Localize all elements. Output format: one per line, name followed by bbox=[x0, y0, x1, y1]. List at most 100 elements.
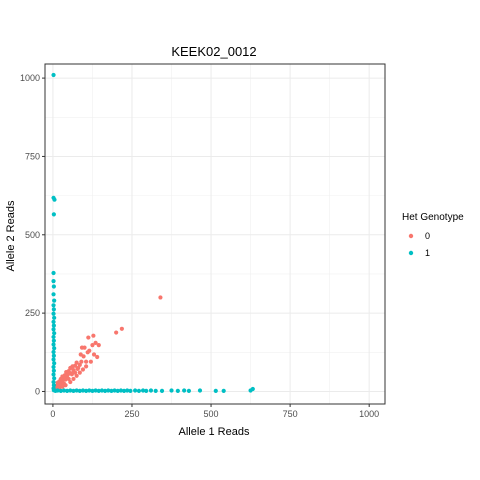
legend: Het Genotype 0 1 bbox=[402, 212, 464, 258]
data-point-genotype-1 bbox=[175, 388, 180, 393]
y-tick-label: 0 bbox=[35, 386, 40, 396]
data-point-genotype-0 bbox=[72, 370, 78, 375]
data-point-genotype-0 bbox=[71, 376, 76, 382]
data-point-genotype-1 bbox=[112, 388, 117, 393]
data-point-genotype-0 bbox=[79, 345, 85, 350]
data-point-genotype-1 bbox=[51, 368, 56, 373]
legend-key-1 bbox=[408, 250, 414, 256]
data-point-genotype-1 bbox=[136, 388, 142, 393]
data-point-genotype-1 bbox=[169, 388, 174, 393]
data-point-genotype-1 bbox=[51, 379, 56, 385]
data-point-genotype-0 bbox=[95, 354, 100, 360]
y-tick-label: 750 bbox=[25, 151, 40, 161]
data-point-genotype-0 bbox=[96, 342, 101, 348]
data-point-genotype-1 bbox=[102, 388, 108, 393]
legend-label-1: 1 bbox=[425, 248, 430, 258]
data-point-genotype-1 bbox=[52, 361, 57, 366]
data-point-genotype-1 bbox=[51, 212, 56, 217]
data-point-genotype-0 bbox=[93, 340, 98, 345]
data-point-genotype-1 bbox=[51, 334, 56, 340]
data-point-genotype-0 bbox=[76, 365, 81, 371]
data-point-genotype-0 bbox=[85, 350, 90, 355]
data-points bbox=[51, 72, 255, 393]
data-point-genotype-1 bbox=[52, 346, 57, 351]
data-point-genotype-1 bbox=[51, 383, 56, 388]
data-point-genotype-1 bbox=[153, 388, 158, 393]
data-point-genotype-0 bbox=[84, 359, 89, 364]
data-point-genotype-0 bbox=[84, 364, 89, 369]
data-point-genotype-1 bbox=[51, 279, 56, 284]
data-point-genotype-1 bbox=[51, 342, 56, 347]
data-point-genotype-1 bbox=[51, 364, 56, 370]
data-point-genotype-0 bbox=[63, 377, 68, 382]
data-point-genotype-1 bbox=[68, 388, 73, 393]
data-point-genotype-1 bbox=[51, 284, 56, 289]
data-point-genotype-1 bbox=[52, 331, 57, 336]
y-axis-title: Allele 2 Reads bbox=[5, 200, 17, 271]
data-point-genotype-0 bbox=[114, 330, 119, 335]
data-point-genotype-1 bbox=[51, 353, 56, 358]
data-point-genotype-0 bbox=[77, 362, 82, 367]
data-point-genotype-1 bbox=[121, 388, 127, 393]
data-point-genotype-1 bbox=[159, 388, 165, 393]
data-point-genotype-0 bbox=[91, 333, 96, 338]
data-point-genotype-1 bbox=[71, 388, 76, 393]
data-point-genotype-1 bbox=[221, 388, 226, 393]
data-point-genotype-1 bbox=[61, 388, 67, 393]
data-point-genotype-1 bbox=[93, 388, 98, 393]
data-point-genotype-1 bbox=[106, 388, 111, 393]
x-tick-label: 1000 bbox=[359, 409, 379, 419]
data-point-genotype-1 bbox=[51, 303, 56, 308]
data-point-genotype-0 bbox=[90, 342, 95, 348]
data-point-genotype-1 bbox=[90, 388, 95, 393]
data-point-genotype-1 bbox=[51, 327, 56, 332]
data-point-genotype-1 bbox=[80, 388, 86, 393]
data-point-genotype-1 bbox=[55, 388, 60, 393]
x-tick-label: 0 bbox=[50, 409, 55, 419]
data-point-genotype-1 bbox=[96, 388, 101, 393]
data-point-genotype-0 bbox=[74, 360, 79, 365]
data-point-genotype-1 bbox=[77, 388, 82, 393]
data-point-genotype-1 bbox=[182, 388, 187, 393]
data-point-genotype-1 bbox=[51, 270, 56, 276]
data-point-genotype-1 bbox=[52, 376, 57, 381]
data-point-genotype-0 bbox=[79, 359, 84, 364]
x-tick-label: 500 bbox=[204, 409, 219, 419]
data-point-genotype-1 bbox=[51, 72, 56, 78]
data-point-genotype-1 bbox=[144, 388, 149, 393]
data-point-genotype-1 bbox=[128, 388, 133, 393]
data-point-genotype-1 bbox=[51, 319, 56, 324]
data-point-genotype-1 bbox=[52, 197, 57, 202]
x-axis-title: Allele 1 Reads bbox=[179, 426, 250, 438]
chart-title: KEEK02_0012 bbox=[171, 44, 256, 59]
data-point-genotype-1 bbox=[52, 298, 57, 303]
data-point-genotype-1 bbox=[118, 388, 124, 393]
data-point-genotype-1 bbox=[84, 388, 89, 393]
gridlines bbox=[45, 64, 385, 404]
y-tick-label: 1000 bbox=[20, 73, 40, 83]
legend-key-0 bbox=[408, 233, 414, 239]
data-point-genotype-1 bbox=[148, 388, 154, 393]
data-point-genotype-0 bbox=[66, 376, 71, 382]
y-tick-label: 500 bbox=[25, 230, 40, 240]
data-point-genotype-1 bbox=[51, 307, 56, 312]
data-point-genotype-0 bbox=[63, 383, 68, 388]
data-point-genotype-1 bbox=[125, 388, 130, 393]
data-point-genotype-1 bbox=[52, 315, 57, 320]
data-point-genotype-0 bbox=[69, 372, 74, 377]
data-point-genotype-1 bbox=[250, 386, 255, 392]
data-point-genotype-1 bbox=[51, 311, 56, 316]
data-point-genotype-1 bbox=[140, 388, 146, 393]
data-point-genotype-1 bbox=[133, 388, 138, 393]
data-point-genotype-1 bbox=[99, 388, 105, 393]
x-tick-label: 250 bbox=[124, 409, 139, 419]
y-tick-label: 250 bbox=[25, 308, 40, 318]
x-tick-label: 750 bbox=[283, 409, 298, 419]
data-point-genotype-1 bbox=[87, 388, 92, 393]
data-point-genotype-0 bbox=[77, 370, 82, 375]
legend-title: Het Genotype bbox=[402, 212, 464, 223]
axis-ticks: 0 250 500 750 1000 0 250 500 750 1000 bbox=[20, 73, 379, 419]
data-point-genotype-1 bbox=[51, 357, 56, 362]
data-point-genotype-1 bbox=[74, 388, 79, 393]
data-point-genotype-1 bbox=[51, 338, 56, 343]
